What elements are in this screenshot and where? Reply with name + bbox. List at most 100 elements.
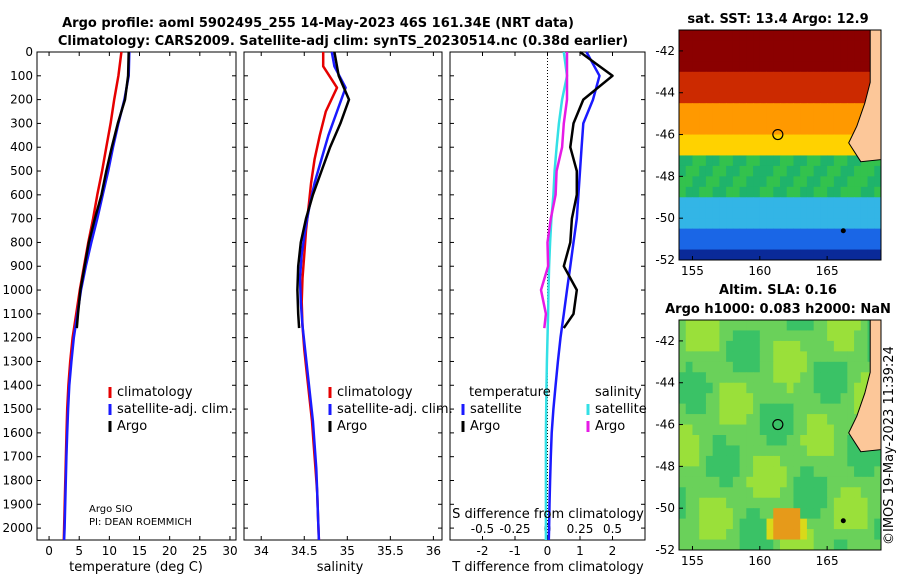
map-cell	[860, 539, 869, 551]
map-cell	[800, 103, 808, 115]
map-cell	[726, 113, 734, 125]
ytick-label: 500	[10, 164, 33, 178]
map-cell	[793, 50, 801, 62]
map-cell	[780, 228, 788, 240]
map-cell	[854, 103, 862, 115]
map-cell	[793, 249, 801, 261]
map-cell	[773, 207, 781, 219]
map-cell	[820, 207, 828, 219]
map-cell	[705, 539, 714, 551]
map-cell	[739, 330, 747, 342]
map-cell	[840, 529, 848, 541]
map-cell	[820, 445, 828, 457]
map-cell	[712, 71, 720, 83]
map-cell	[793, 539, 801, 551]
map-cell	[773, 518, 781, 530]
map-cell	[685, 113, 693, 125]
map-cell	[820, 239, 828, 251]
map-cell	[726, 249, 734, 261]
map-cell	[813, 82, 821, 94]
map-cell	[773, 435, 781, 446]
map-cell	[840, 218, 848, 230]
map-cell	[854, 186, 862, 198]
legend-label-climatology: climatology	[117, 385, 193, 400]
map-cell	[833, 239, 842, 251]
map-cell	[679, 134, 687, 146]
map-cell	[753, 40, 761, 52]
map-cell	[800, 476, 808, 488]
map-cell	[759, 466, 768, 478]
map-cell	[746, 103, 754, 115]
map-cell	[813, 424, 821, 436]
map-cell	[827, 455, 835, 467]
map-cell	[766, 197, 774, 209]
map-cell	[860, 508, 869, 520]
map-cell	[780, 50, 788, 62]
lon-tick-label: 165	[816, 264, 839, 278]
map-cell	[780, 403, 788, 415]
map-cell	[854, 487, 862, 499]
map-cell	[685, 382, 693, 394]
map-cell	[739, 466, 747, 478]
map-cell	[874, 518, 882, 530]
map-cell	[813, 466, 821, 478]
map-cell	[712, 340, 720, 352]
map-cell	[773, 249, 781, 261]
map-cell	[712, 218, 720, 230]
map-cell	[692, 92, 700, 104]
map-cell	[827, 249, 835, 261]
map-cell	[793, 382, 801, 394]
map-cell	[746, 382, 754, 394]
map-cell	[679, 330, 687, 342]
map-cell	[732, 113, 741, 125]
map-cell	[840, 92, 848, 104]
map-cell	[874, 476, 882, 488]
map-cell	[726, 165, 734, 177]
map-cell	[840, 176, 848, 188]
map-cell	[840, 197, 848, 209]
map-cell	[766, 61, 774, 73]
map-cell	[746, 403, 754, 415]
difference-series-salinity-argo	[539, 52, 569, 329]
map-cell	[705, 487, 714, 499]
map-cell	[786, 145, 794, 156]
map-cell	[732, 340, 741, 352]
map-cell	[705, 476, 714, 488]
map-cell	[786, 361, 794, 373]
map-cell	[800, 361, 808, 373]
map-cell	[813, 393, 821, 405]
map-cell	[806, 466, 815, 478]
map-cell	[820, 382, 828, 394]
map-cell	[860, 92, 869, 104]
map-cell	[685, 529, 693, 541]
map-cell	[786, 155, 794, 167]
map-cell	[699, 372, 707, 384]
map-cell	[854, 239, 862, 251]
map-cell	[854, 340, 862, 352]
map-cell	[732, 518, 741, 530]
map-cell	[746, 239, 754, 251]
map-cell	[806, 207, 815, 219]
map-cell	[854, 518, 862, 530]
map-cell	[780, 330, 788, 342]
map-cell	[806, 497, 815, 509]
map-cell	[739, 340, 747, 352]
map-cell	[820, 165, 828, 177]
map-cell	[847, 103, 855, 115]
map-cell	[773, 330, 781, 342]
sla-map-title-line1: Altim. SLA: 0.16	[719, 283, 837, 298]
map-cell	[833, 539, 842, 551]
map-cell	[685, 361, 693, 373]
map-cell	[766, 30, 774, 41]
map-cell	[827, 186, 835, 198]
map-cell	[773, 497, 781, 509]
map-cell	[854, 382, 862, 394]
map-cell	[726, 340, 734, 352]
map-cell	[719, 82, 727, 94]
map-cell	[773, 239, 781, 251]
difference-series-temperature-satellite	[547, 51, 601, 541]
map-cell	[766, 487, 774, 499]
map-cell	[820, 176, 828, 188]
map-cell	[847, 249, 855, 261]
map-cell	[793, 92, 801, 104]
